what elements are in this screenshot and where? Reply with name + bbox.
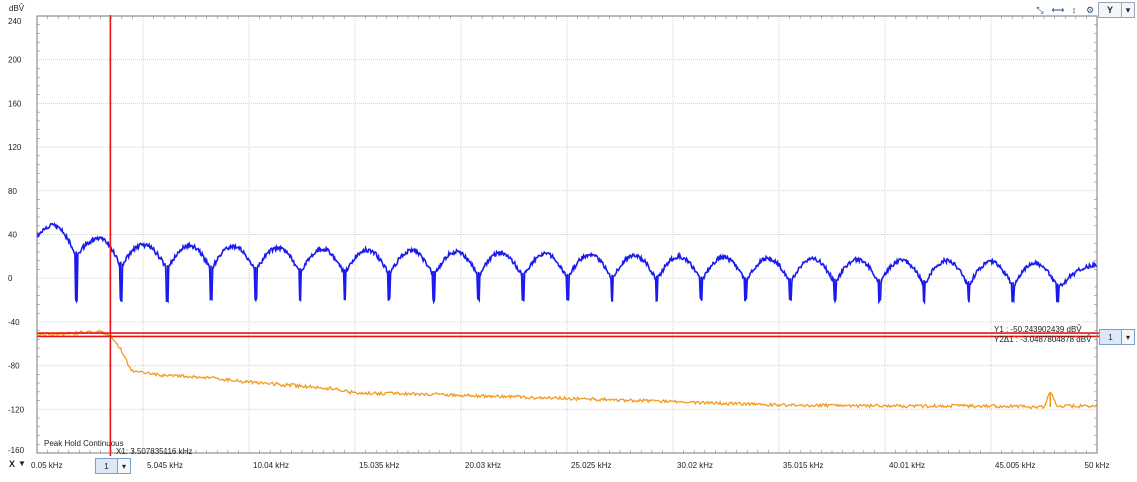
y-tick-labels: 240 200 160 120 80 40 0 -40 -80 -120 -160 (8, 17, 25, 455)
settings-icon[interactable]: ⚙ (1082, 2, 1098, 18)
x-cursor-channel-value: 1 (96, 462, 117, 471)
y-tick-label: -160 (8, 446, 25, 455)
zoom-vertical-icon[interactable]: ↕ (1066, 2, 1082, 18)
y-cursor-channel-combo[interactable]: 1 ▾ (1099, 329, 1135, 345)
x-cursor-channel-combo[interactable]: 1 ▾ (95, 458, 131, 474)
x-tick-label: 20.03 kHz (465, 461, 501, 470)
y2-readout: Y2Δ1 : -3.0487804878 dBV̂ (994, 335, 1092, 344)
y-tick-label: 40 (8, 231, 17, 240)
trace-mode-label: Peak Hold Continuous (44, 439, 124, 448)
y-tick-label: -120 (8, 405, 25, 414)
x1-readout: X1: 3.507835116 kHz (116, 447, 192, 456)
x-tick-label: 50 kHz (1085, 461, 1110, 470)
cursor-group[interactable] (37, 15, 1099, 456)
y-tick-label: 120 (8, 143, 22, 152)
x-axis-dropdown-icon[interactable]: ▼ (18, 459, 26, 468)
x-tick-label: 30.02 kHz (677, 461, 713, 470)
x-tick-label: 40.01 kHz (889, 461, 925, 470)
y-cursor-channel-value: 1 (1100, 333, 1121, 342)
x-tick-labels: 0.05 kHz 5.045 kHz 10.04 kHz 15.035 kHz 20.0… (31, 461, 1109, 470)
chevron-down-icon: ▾ (117, 459, 130, 473)
y-tick-label: 0 (8, 274, 13, 283)
chevron-down-icon: ▾ (1121, 330, 1134, 344)
y-tick-label: 240 (8, 17, 22, 26)
zoom-horizontal-icon[interactable]: ⟷ (1050, 2, 1066, 18)
x-tick-label: 10.04 kHz (253, 461, 289, 470)
x-tick-label: 35.015 kHz (783, 461, 823, 470)
x-tick-label: 15.035 kHz (359, 461, 399, 470)
y-tick-label: 200 (8, 56, 22, 65)
x-tick-label: 45.005 kHz (995, 461, 1035, 470)
y-tick-label: 80 (8, 187, 17, 196)
y-tick-label: -80 (8, 362, 20, 371)
x-tick-label: 25.025 kHz (571, 461, 611, 470)
x-tick-label: 0.05 kHz (31, 461, 63, 470)
x-tick-label: 5.045 kHz (147, 461, 183, 470)
y-tick-label: 160 (8, 99, 22, 108)
y-axis-selector[interactable]: Y (1098, 2, 1122, 18)
zoom-auto-icon[interactable]: ⤡ (1032, 2, 1048, 18)
grid-lines (37, 16, 1097, 453)
y-axis-unit: dBV̂ (9, 4, 25, 13)
y-tick-label: -40 (8, 318, 20, 327)
y1-readout: Y1 : -50.243902439 dBV̂ (994, 325, 1082, 334)
y-axis-dropdown-icon[interactable]: ▾ (1121, 2, 1135, 18)
x-axis-selector[interactable]: X (9, 459, 15, 469)
